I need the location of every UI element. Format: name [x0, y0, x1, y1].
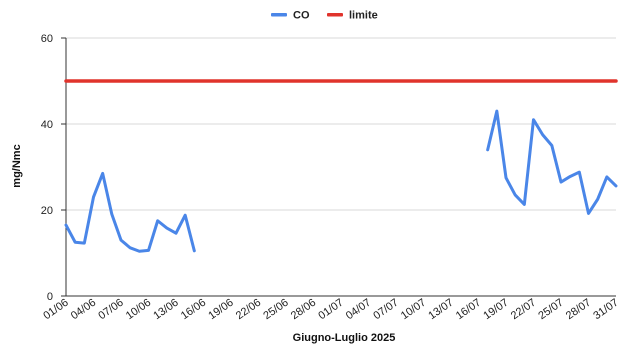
axes: 020406001/0604/0607/0610/0613/0616/0619/… [41, 33, 621, 322]
legend-swatch-limite [327, 13, 343, 17]
legend: CO limite [271, 10, 378, 22]
y-tick-label: 20 [41, 205, 53, 217]
y-tick-label: 60 [41, 33, 53, 45]
x-tick-label: 19/06 [206, 297, 235, 323]
legend-label-co: CO [293, 10, 310, 22]
x-tick-label: 01/07 [316, 297, 345, 323]
x-tick-label: 07/06 [96, 297, 125, 323]
x-tick-label: 22/07 [509, 297, 538, 323]
grid [66, 37, 616, 211]
x-tick-label: 10/07 [399, 297, 428, 323]
x-tick-label: 19/07 [481, 297, 510, 323]
x-tick-label: 28/07 [564, 297, 593, 323]
x-tick-label: 16/06 [179, 297, 208, 323]
legend-swatch-co [271, 13, 287, 17]
x-axis-title: Giugno-Luglio 2025 [293, 332, 396, 344]
x-tick-label: 31/07 [591, 297, 620, 323]
y-axis-title: mg/Nmc [11, 144, 23, 187]
x-tick-label: 01/06 [41, 297, 70, 323]
series-line-co [64, 109, 618, 253]
y-tick-label: 0 [47, 291, 53, 303]
x-tick-label: 28/06 [289, 297, 318, 323]
x-tick-label: 25/06 [261, 297, 290, 323]
x-tick-label: 07/07 [371, 297, 400, 323]
x-tick-label: 22/06 [234, 297, 263, 323]
x-tick-label: 13/06 [151, 297, 180, 323]
x-tick-label: 04/06 [69, 297, 98, 323]
x-tick-label: 25/07 [536, 297, 565, 323]
x-tick-label: 10/06 [124, 297, 153, 323]
x-tick-label: 13/07 [426, 297, 455, 323]
x-tick-label: 16/07 [454, 297, 483, 323]
legend-label-limite: limite [349, 10, 378, 22]
x-tick-label: 04/07 [344, 297, 373, 323]
y-tick-label: 40 [41, 119, 53, 131]
series-layer [64, 79, 618, 253]
